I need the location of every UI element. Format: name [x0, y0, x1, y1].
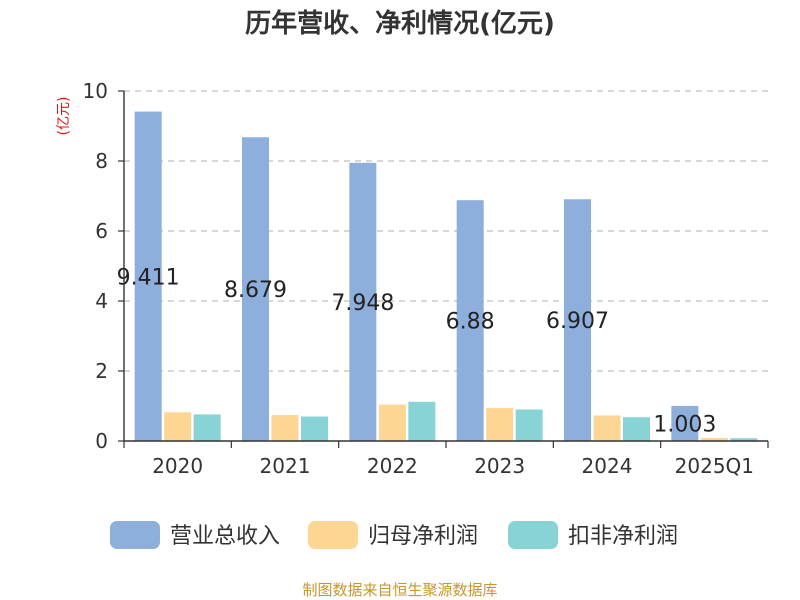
- bar-series-2-2020: [193, 414, 221, 441]
- bar-series-0-2020: [134, 111, 162, 442]
- data-label: 1.003: [653, 412, 716, 437]
- y-tick-label: 8: [95, 149, 108, 173]
- bar-series-2-2022: [408, 401, 436, 441]
- x-tick-label: 2025Q1: [675, 454, 754, 478]
- y-tick-label: 6: [95, 219, 108, 243]
- legend-label: 营业总收入: [170, 524, 280, 549]
- data-label: 8.679: [224, 278, 287, 303]
- y-tick-label: 2: [95, 359, 108, 383]
- x-tick-label: 2020: [152, 454, 203, 478]
- data-label: 9.411: [117, 265, 180, 290]
- bar-series-1-2025Q1: [700, 437, 728, 441]
- x-tick-label: 2021: [260, 454, 311, 478]
- bar-series-0-2025Q1: [671, 405, 699, 441]
- data-label: 7.948: [331, 291, 394, 316]
- bar-series-0-2021: [242, 137, 269, 442]
- bar-series-1-2023: [486, 408, 514, 441]
- bar-series-0-2023: [456, 200, 484, 441]
- x-tick-label: 2022: [367, 454, 418, 478]
- source-note: 制图数据来自恒生聚源数据库: [302, 581, 497, 599]
- chart-title: 历年营收、净利情况(亿元): [245, 8, 555, 39]
- bar-series-0-2024: [564, 199, 591, 441]
- data-labels: 9.411 8.679 7.948 6.88 6.907 1.003: [117, 265, 717, 437]
- data-label: 6.88: [446, 310, 495, 335]
- y-tick-label: 4: [95, 289, 108, 313]
- data-label: 6.907: [546, 309, 609, 334]
- legend: 营业总收入 归母净利润 扣非净利润: [110, 521, 678, 549]
- x-axis: [123, 91, 768, 442]
- y-tick-label: 10: [83, 79, 108, 103]
- bar-series-1-2021: [271, 415, 299, 441]
- bar-series-2-2024: [623, 417, 650, 441]
- legend-swatch: [110, 521, 160, 549]
- bar-series-1-2024: [593, 415, 621, 441]
- bar-series-2-2025Q1: [730, 438, 758, 441]
- bar-series-0-2022: [349, 162, 377, 441]
- y-axis-ticks: 0 2 4 6 8 10: [83, 79, 124, 453]
- y-axis-unit-label: (亿元): [56, 97, 72, 136]
- legend-swatch: [508, 521, 558, 549]
- x-axis-ticks: 2020 2021 2022 2023 2024 2025Q1: [123, 441, 769, 478]
- bar-series-2-2023: [515, 409, 543, 441]
- legend-label: 归母净利润: [368, 524, 478, 549]
- legend-swatch: [308, 521, 358, 549]
- bar-series-1-2022: [378, 404, 406, 441]
- x-tick-label: 2023: [474, 454, 525, 478]
- x-tick-label: 2024: [582, 454, 633, 478]
- bar-series-1-2020: [164, 412, 192, 441]
- y-tick-label: 0: [95, 429, 108, 453]
- bars: [134, 111, 758, 442]
- grid-lines: [124, 90, 768, 372]
- bar-series-2-2021: [301, 416, 328, 441]
- legend-label: 扣非净利润: [568, 524, 678, 549]
